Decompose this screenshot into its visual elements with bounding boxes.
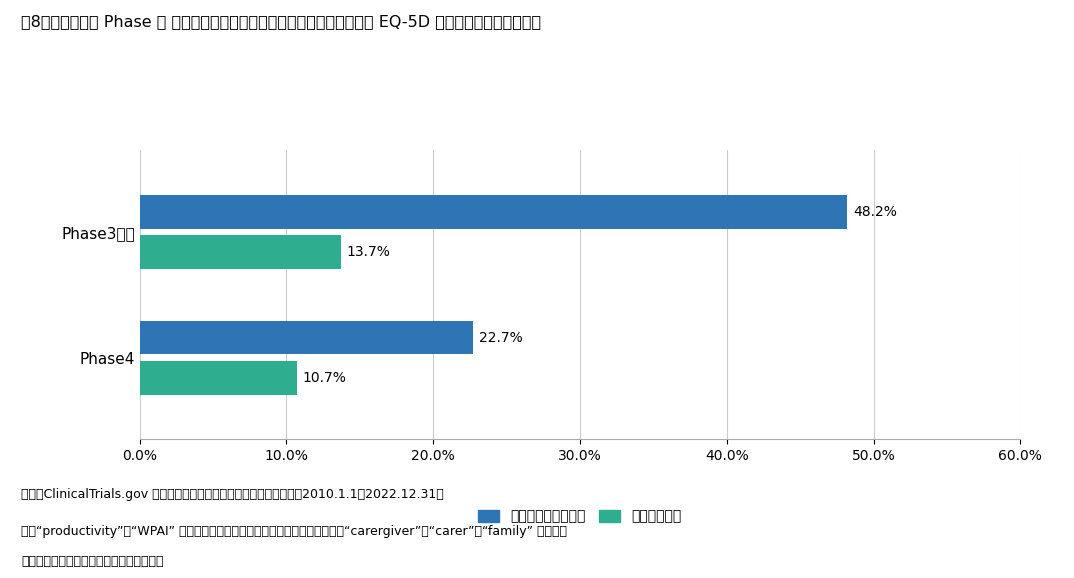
Bar bbox=[140, 361, 296, 395]
Text: 10.7%: 10.7% bbox=[303, 370, 347, 385]
Text: 出所：ClinicalTrials.gov をもとに医薬産業政策研究所が作成（期間：2010.1.1〜2022.12.31）: 出所：ClinicalTrials.gov をもとに医薬産業政策研究所が作成（期… bbox=[21, 488, 445, 501]
Bar bbox=[140, 235, 340, 269]
Bar bbox=[140, 321, 473, 354]
Bar bbox=[140, 195, 847, 229]
Text: 注）“productivity”、“WPAI” が含まれているものを「労働生産性関連指標」、“carergiver”、“carer”、“family” が含まれ: 注）“productivity”、“WPAI” が含まれているものを「労働生産性… bbox=[21, 525, 567, 538]
Text: 48.2%: 48.2% bbox=[853, 205, 897, 219]
Legend: 労働生産性関連指標, 介護関連指標: 労働生産性関連指標, 介護関連指標 bbox=[473, 504, 687, 529]
Text: ているものを「介護関連指標」とした: ているものを「介護関連指標」とした bbox=[21, 555, 164, 568]
Text: 図8　臨床試験の Phase 別 労働生産性関連指標・介護関連指標総数のうち EQ-5D 同時試験の組み入れ割合: 図8 臨床試験の Phase 別 労働生産性関連指標・介護関連指標総数のうち E… bbox=[21, 14, 541, 29]
Text: 22.7%: 22.7% bbox=[479, 331, 522, 344]
Text: 13.7%: 13.7% bbox=[347, 245, 391, 259]
